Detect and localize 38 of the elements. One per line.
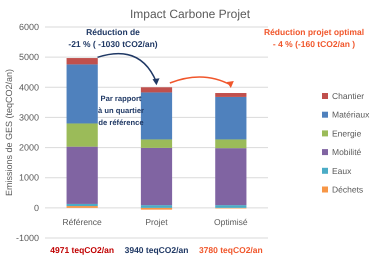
annotation: Réduction projet optimal - 4 % (-160 tCO2/an ) (264, 27, 364, 49)
annotation: Réduction de -21 % ( -1030 tCO2/an) (68, 27, 158, 49)
bar (140, 139, 172, 148)
bar (215, 205, 246, 208)
x-tick-label: Optimisé (214, 216, 248, 227)
y-axis-title: Emissions de GES (teqCO2/an) (4, 68, 14, 196)
bar (215, 96, 246, 140)
legend-label: Eaux (332, 166, 352, 176)
y-tick-label: 4000 (18, 82, 39, 92)
y-tick-label: 6000 (18, 22, 39, 32)
bar (215, 93, 246, 97)
bar (215, 148, 246, 206)
legend-label: Energie (332, 128, 362, 138)
chart-title: Impact Carbone Projet (130, 7, 251, 21)
bar (215, 139, 246, 148)
bar (66, 58, 98, 64)
bar (66, 64, 98, 124)
y-tick-label: -1000 (16, 233, 39, 243)
legend-label: Mobilité (332, 147, 362, 158)
bar (140, 148, 172, 206)
y-tick-label: 3000 (18, 112, 39, 122)
bar (140, 205, 172, 208)
y-tick-label: 0 (34, 202, 39, 213)
text: 3940 teqCO2/an (124, 245, 188, 255)
bar (66, 123, 98, 147)
x-tick-label: Projet (145, 216, 168, 227)
text: 4971 teqCO2/an (50, 245, 114, 255)
legend-label: Déchets (332, 184, 364, 194)
bar (66, 146, 98, 204)
bar (140, 87, 172, 92)
y-tick-label: 5000 (18, 52, 39, 62)
y-tick-label: 2000 (18, 142, 39, 153)
text: 3780 teqCO2/an (198, 245, 263, 255)
legend-label: Chantier (332, 91, 364, 101)
bar (66, 204, 98, 206)
legend-label: Matériaux (332, 110, 370, 120)
y-tick-label: 1000 (18, 172, 39, 183)
x-tick-label: Référence (62, 216, 102, 227)
